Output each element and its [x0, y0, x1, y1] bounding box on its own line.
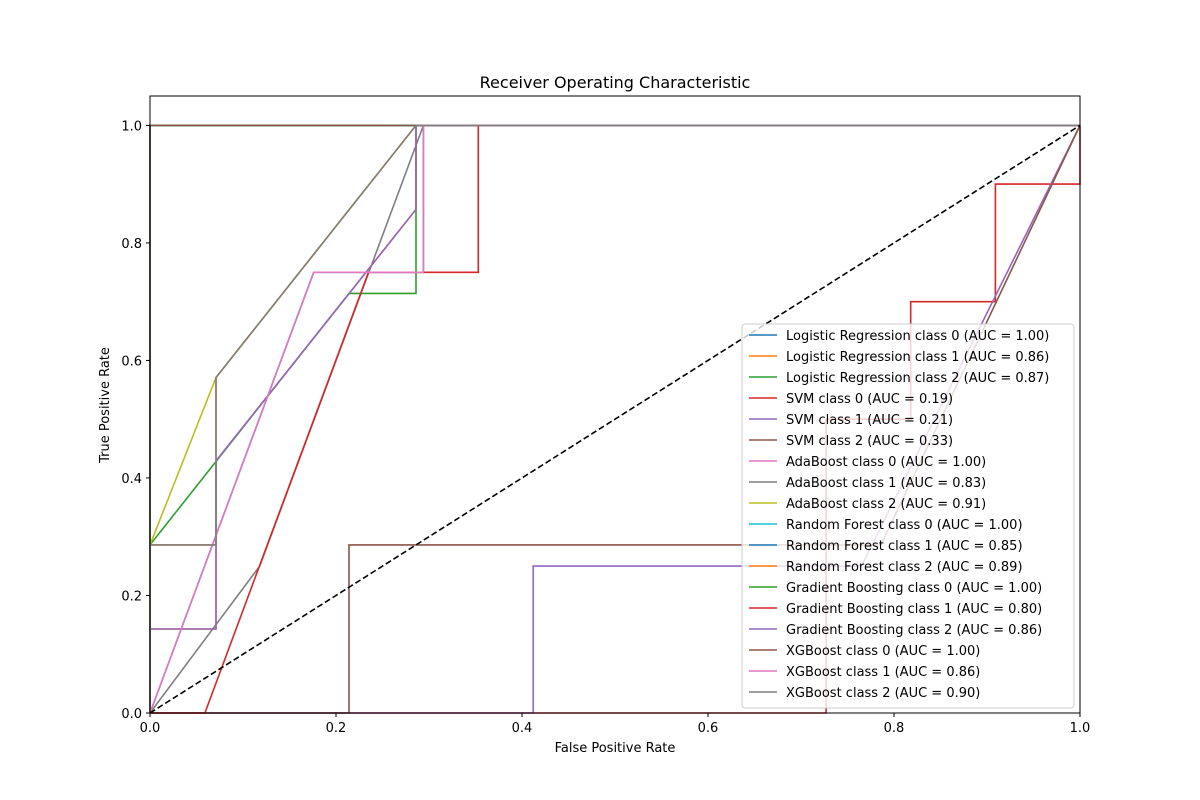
y-tick-label: 0.8 — [121, 237, 142, 252]
legend-entry-label: Random Forest class 0 (AUC = 1.00) — [786, 518, 1023, 533]
legend-entry-label: Logistic Regression class 1 (AUC = 0.86) — [786, 350, 1049, 365]
x-tick-label: 0.4 — [512, 721, 533, 736]
x-tick-label: 0.0 — [140, 721, 161, 736]
legend-entry-label: XGBoost class 0 (AUC = 1.00) — [786, 644, 980, 659]
legend-entry-label: SVM class 1 (AUC = 0.21) — [786, 413, 953, 428]
legend-entry-label: Gradient Boosting class 2 (AUC = 0.86) — [786, 623, 1042, 638]
legend-entry-label: SVM class 2 (AUC = 0.33) — [786, 434, 953, 449]
y-tick-label: 0.4 — [121, 472, 142, 487]
chance-diagonal-line — [149, 124, 1081, 714]
legend-box — [741, 323, 1075, 709]
y-axis: 0.0 0.2 0.4 0.6 0.8 1.0 — [121, 119, 150, 722]
chart-title: Receiver Operating Characteristic — [480, 73, 751, 92]
y-axis-label: True Positive Rate — [98, 347, 113, 464]
legend-entry-label: Logistic Regression class 0 (AUC = 1.00) — [786, 329, 1049, 344]
axes-frame — [149, 95, 1081, 714]
legend-entry-label: Gradient Boosting class 0 (AUC = 1.00) — [786, 581, 1042, 596]
x-tick-label: 0.6 — [698, 721, 719, 736]
legend-entry-label: AdaBoost class 0 (AUC = 1.00) — [786, 455, 986, 470]
legend-entry-label: AdaBoost class 1 (AUC = 0.83) — [786, 476, 986, 491]
legend-entry-label: Random Forest class 2 (AUC = 0.89) — [786, 560, 1023, 575]
legend-entry-label: Logistic Regression class 2 (AUC = 0.87) — [786, 371, 1049, 386]
x-tick-label: 0.2 — [326, 721, 347, 736]
legend-entry-label: Random Forest class 1 (AUC = 0.85) — [786, 539, 1023, 554]
y-tick-label: 0.2 — [121, 589, 142, 604]
y-tick-label: 0.6 — [121, 354, 142, 369]
x-axis-label: False Positive Rate — [555, 741, 676, 756]
x-tick-label: 1.0 — [1070, 721, 1091, 736]
legend-entry-label: SVM class 0 (AUC = 0.19) — [786, 392, 953, 407]
legend: Logistic Regression class 0 (AUC = 1.00)… — [741, 323, 1075, 709]
y-tick-label: 1.0 — [121, 119, 142, 134]
x-tick-label: 0.8 — [884, 721, 905, 736]
legend-entry-label: Gradient Boosting class 1 (AUC = 0.80) — [786, 602, 1042, 617]
y-tick-label: 0.0 — [121, 707, 142, 722]
legend-entry-label: XGBoost class 1 (AUC = 0.86) — [786, 665, 980, 680]
x-axis: 0.0 0.2 0.4 0.6 0.8 1.0 — [140, 713, 1091, 736]
legend-entry-label: AdaBoost class 2 (AUC = 0.91) — [786, 497, 986, 512]
legend-entry-label: XGBoost class 2 (AUC = 0.90) — [786, 686, 980, 701]
